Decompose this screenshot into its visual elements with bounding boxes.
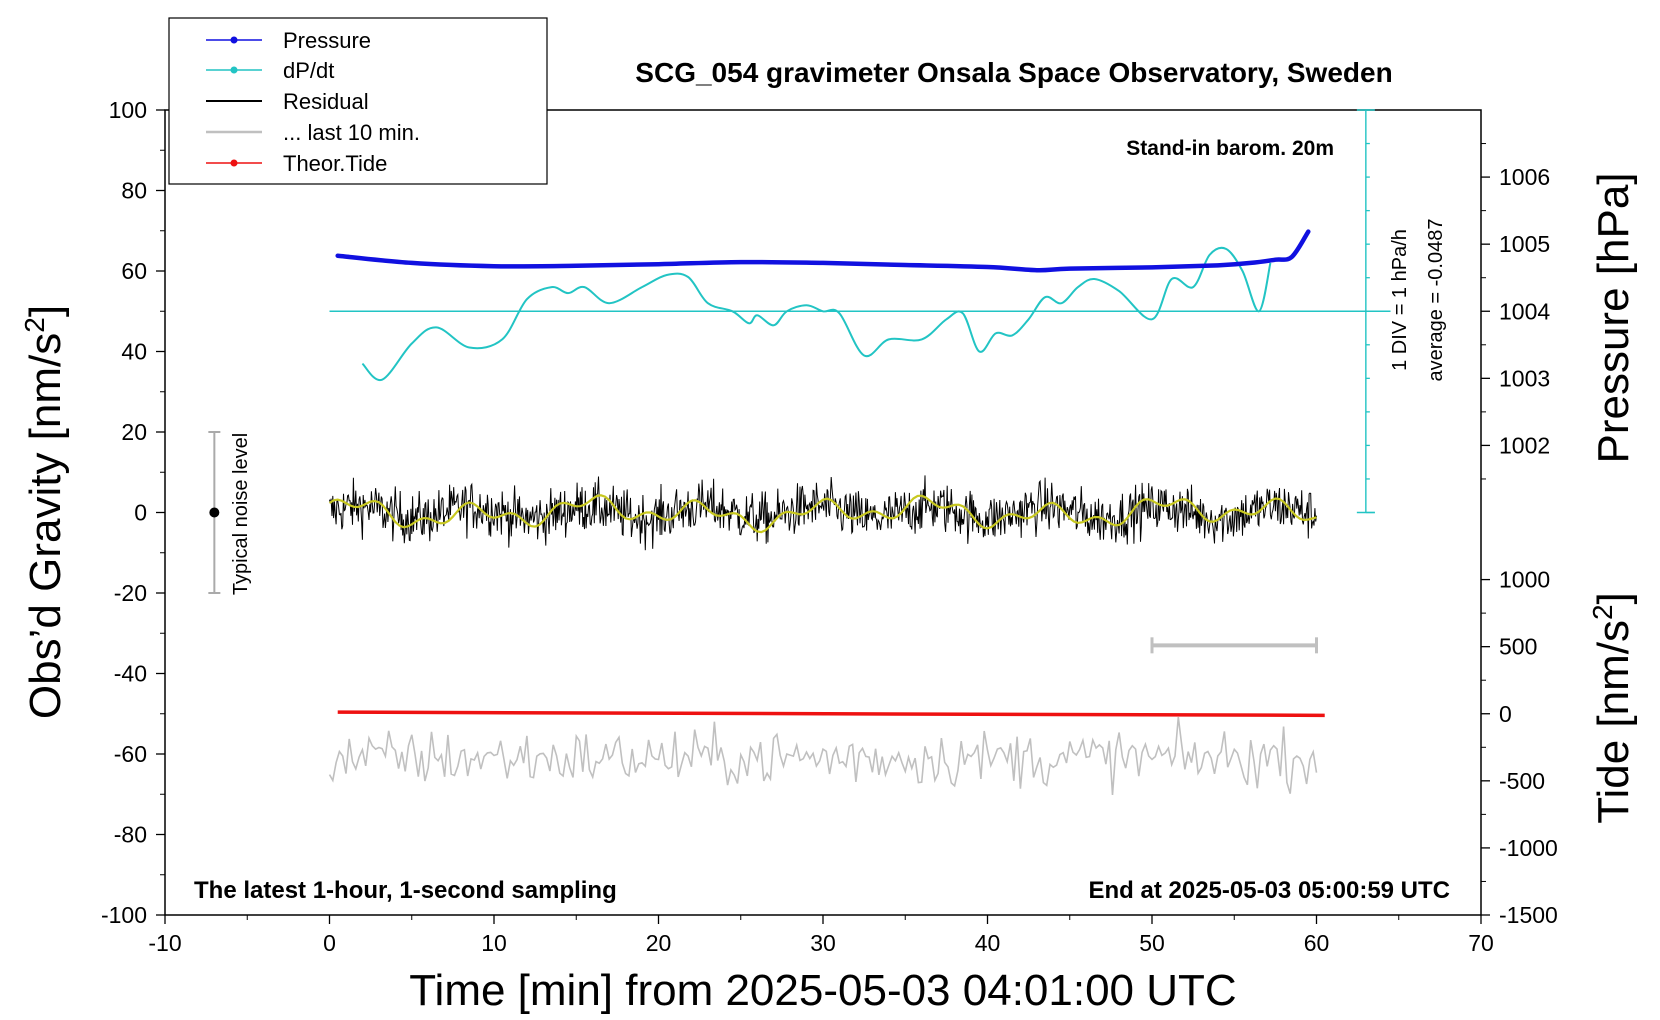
noise-label: Typical noise level (230, 433, 252, 595)
tide-tick-label: 0 (1499, 701, 1512, 727)
x-tick-label: 30 (810, 930, 836, 956)
series-residual (329, 475, 1317, 551)
y-axis-title-left-sup: 2 (19, 317, 50, 333)
noise-level-dot (209, 507, 220, 518)
series-last10 (328, 717, 1318, 795)
legend-marker-pressure (230, 36, 238, 44)
tide-tick-label: -1500 (1499, 902, 1558, 928)
legend-item-pressure: Pressure (206, 28, 371, 53)
y-tick-label: 0 (134, 500, 147, 526)
legend-item-dpdt: dP/dt (206, 58, 334, 83)
series-pressure (335, 229, 1311, 273)
chart-title: SCG_054 gravimeter Onsala Space Observat… (635, 57, 1392, 88)
y-tick-label: -40 (114, 661, 147, 687)
bottom-left-note: The latest 1-hour, 1-second sampling (194, 877, 617, 904)
legend-label-dpdt: dP/dt (283, 58, 334, 83)
y-tick-label: -100 (101, 902, 147, 928)
x-tick-label: 60 (1304, 930, 1330, 956)
y-tick-label: 100 (109, 97, 147, 123)
legend-item-last10: ... last 10 min. (206, 120, 420, 145)
x-tick-label: -10 (148, 930, 181, 956)
series-layer (208, 109, 1391, 795)
series-dpdt (361, 246, 1272, 382)
tide-tick-label: 500 (1499, 634, 1537, 660)
y-axis-title-tide-sup: 2 (1587, 604, 1618, 620)
y-tick-label: -20 (114, 580, 147, 606)
x-tick-label: 10 (481, 930, 507, 956)
y-axis-title-tide-end: ] (1589, 592, 1638, 604)
y-axis-title-left: Obs’d Gravity [nm/s2] (19, 305, 70, 719)
legend-marker-dpdt (230, 66, 238, 74)
y-axis-title-pressure: Pressure [hPa] (1589, 172, 1638, 463)
legend-item-residual: Residual (206, 89, 369, 114)
legend-label-tide: Theor.Tide (283, 151, 387, 176)
y-axis-title-tide: Tide [nm/s2] (1587, 592, 1638, 824)
legend-label-pressure: Pressure (283, 28, 371, 53)
bottom-right-note: End at 2025-05-03 05:00:59 UTC (1089, 877, 1451, 904)
x-axis-title: Time [min] from 2025-05-03 04:01:00 UTC (409, 966, 1236, 1015)
y-axis-title-left-main: Obs’d Gravity [nm/s (21, 333, 70, 719)
y-tick-label: -60 (114, 741, 147, 767)
tide-tick-label: -1000 (1499, 835, 1558, 861)
div-label: 1 DIV = 1 hPa/h (1389, 229, 1411, 371)
series-tide (337, 710, 1325, 718)
axis-ticks: -10 0 10 20 30 40 50 60 70-100-80-60-40-20020406… (101, 97, 1558, 956)
average-label: average = -0.0487 (1425, 219, 1447, 382)
tide-tick-label: -500 (1499, 768, 1545, 794)
legend: Pressure dP/dt Residual ... last 10 min.… (168, 17, 548, 185)
legend-item-tide: Theor.Tide (206, 151, 387, 176)
y-tick-label: 20 (121, 419, 147, 445)
legend-label-residual: Residual (283, 89, 369, 114)
pressure-tick-label: 1004 (1499, 298, 1550, 324)
x-tick-label: 0 (323, 930, 336, 956)
legend-marker-tide (230, 159, 238, 167)
legend-label-last10: ... last 10 min. (283, 120, 420, 145)
y-tick-label: 40 (121, 339, 147, 365)
pressure-tick-label: 1005 (1499, 231, 1550, 257)
y-tick-label: 80 (121, 178, 147, 204)
x-tick-label: 20 (646, 930, 672, 956)
y-tick-label: 60 (121, 258, 147, 284)
y-tick-label: -80 (114, 822, 147, 848)
y-axis-title-tide-main: Tide [nm/s (1589, 620, 1638, 824)
barometer-note: Stand-in barom. 20m (1126, 137, 1334, 160)
x-tick-label: 40 (975, 930, 1001, 956)
x-tick-label: 70 (1468, 930, 1494, 956)
x-tick-label: 50 (1139, 930, 1165, 956)
y-axis-title-left-end: ] (21, 305, 70, 317)
pressure-tick-label: 1006 (1499, 164, 1550, 190)
series-residual-smooth (328, 494, 1317, 534)
tide-tick-label: 1000 (1499, 567, 1550, 593)
pressure-tick-label: 1002 (1499, 432, 1550, 458)
pressure-tick-label: 1003 (1499, 365, 1550, 391)
